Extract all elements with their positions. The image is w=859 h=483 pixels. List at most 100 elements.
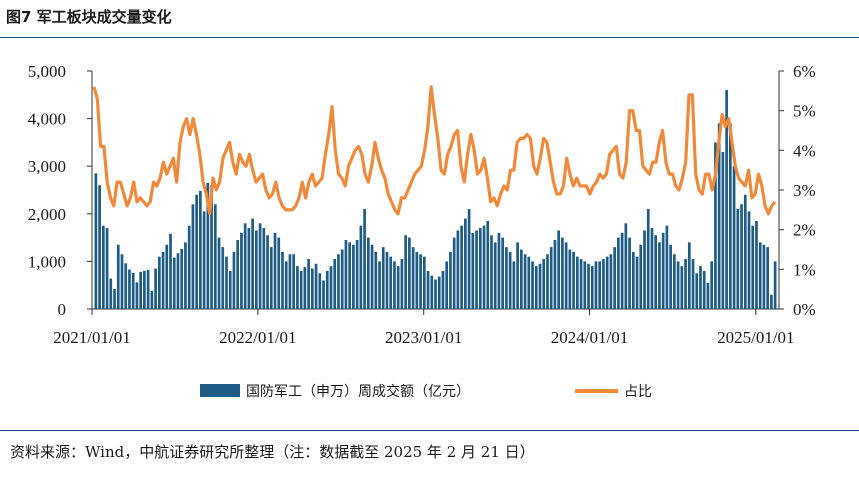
volume-bar	[337, 254, 340, 309]
volume-bar	[661, 232, 665, 309]
chart-title: 图7 军工板块成交量变化	[6, 8, 172, 26]
volume-bar	[650, 228, 654, 309]
volume-bar	[684, 259, 687, 309]
volume-bar	[523, 254, 527, 309]
share-line	[92, 85, 777, 216]
volume-bar	[378, 261, 381, 309]
volume-bar	[546, 254, 549, 309]
volume-bar	[643, 230, 646, 309]
volume-bar	[531, 261, 534, 309]
volume-bar	[206, 182, 210, 309]
volume-bar	[277, 237, 281, 309]
volume-bar	[113, 289, 116, 309]
volume-bar	[635, 256, 639, 309]
volume-bar	[157, 256, 161, 309]
volume-bar	[508, 251, 512, 309]
volume-bar	[322, 280, 325, 309]
volume-bar	[467, 209, 471, 309]
volume-bar	[579, 259, 583, 309]
volume-bar	[714, 142, 717, 309]
source-note: 资料来源：Wind，中航证券研究所整理（注：数据截至 2025 年 2 月 21…	[10, 443, 535, 461]
volume-bar	[452, 237, 456, 309]
volume-bar	[284, 261, 288, 309]
volume-bar	[594, 261, 598, 309]
volume-bar	[646, 209, 650, 309]
volume-bar	[172, 257, 176, 309]
volume-bar	[296, 266, 299, 309]
volume-bar	[385, 251, 389, 309]
volume-bar	[755, 220, 758, 309]
volume-bar	[307, 259, 310, 309]
volume-bar	[310, 268, 314, 309]
volume-bar	[225, 256, 228, 309]
volume-bar	[333, 259, 337, 309]
y-right-tick-label: 0%	[793, 300, 816, 319]
volume-bar	[590, 266, 594, 309]
volume-bar	[329, 266, 333, 309]
volume-bar	[437, 276, 441, 309]
volume-bar	[143, 270, 146, 309]
y-left-tick-label: 3,000	[28, 157, 66, 176]
legend-bar-swatch	[200, 384, 240, 397]
volume-bar	[505, 247, 508, 309]
volume-bar	[191, 204, 195, 309]
volume-bar	[519, 249, 523, 309]
volume-bar	[240, 232, 243, 309]
volume-bar	[98, 185, 101, 309]
volume-bar	[631, 251, 635, 309]
volume-bar	[154, 268, 157, 309]
y-left-tick-label: 5,000	[28, 62, 66, 81]
line-series	[92, 85, 777, 216]
volume-bar	[217, 237, 221, 309]
volume-bar	[266, 235, 269, 309]
volume-bar	[695, 273, 699, 309]
volume-bar	[262, 228, 266, 309]
y-left-tick-label: 2,000	[28, 205, 66, 224]
volume-bar	[658, 242, 661, 309]
volume-bar	[617, 237, 620, 309]
volume-bar	[251, 218, 254, 309]
volume-bar	[359, 225, 363, 309]
chart-canvas: 0 1,000 2,000 3,000 4,000 5,000 0% 1% 2% 3% 4% 5% 6%…	[28, 62, 816, 400]
volume-bar	[527, 256, 531, 309]
bar-series	[94, 90, 777, 309]
volume-bar	[743, 194, 747, 309]
x-tick-label: 2023/01/01	[385, 328, 462, 347]
volume-bar	[213, 204, 217, 309]
volume-bar	[725, 90, 728, 309]
volume-bar	[557, 230, 561, 309]
volume-bar	[165, 244, 169, 309]
volume-bar	[184, 242, 187, 309]
volume-bar	[770, 294, 773, 309]
volume-bar	[434, 279, 437, 309]
volume-bar	[665, 225, 669, 309]
x-tick-label: 2024/01/01	[551, 328, 628, 347]
volume-bar	[344, 239, 348, 309]
volume-bar	[729, 123, 732, 309]
volume-bar	[624, 223, 628, 309]
volume-bar	[288, 254, 292, 309]
volume-bar	[702, 270, 706, 309]
volume-bar	[710, 261, 714, 309]
volume-bar	[180, 249, 184, 309]
volume-bar	[501, 237, 505, 309]
volume-bar	[471, 232, 475, 309]
legend-line-label: 占比	[624, 384, 652, 400]
volume-bar	[381, 247, 385, 309]
volume-bar	[363, 209, 366, 309]
volume-bar	[691, 259, 695, 309]
volume-bar	[445, 261, 449, 309]
volume-bar	[340, 249, 344, 309]
volume-bar	[366, 237, 370, 309]
volume-bar	[150, 290, 154, 309]
volume-bar	[673, 254, 676, 309]
volume-bar	[374, 251, 378, 309]
volume-bar	[583, 261, 587, 309]
x-tick-label: 2022/01/01	[219, 328, 296, 347]
volume-bar	[411, 247, 415, 309]
volume-bar	[706, 282, 710, 309]
top-rule	[0, 37, 859, 38]
volume-bar	[568, 249, 572, 309]
volume-bar	[393, 261, 396, 309]
x-tick-label: 2025/01/01	[717, 328, 794, 347]
